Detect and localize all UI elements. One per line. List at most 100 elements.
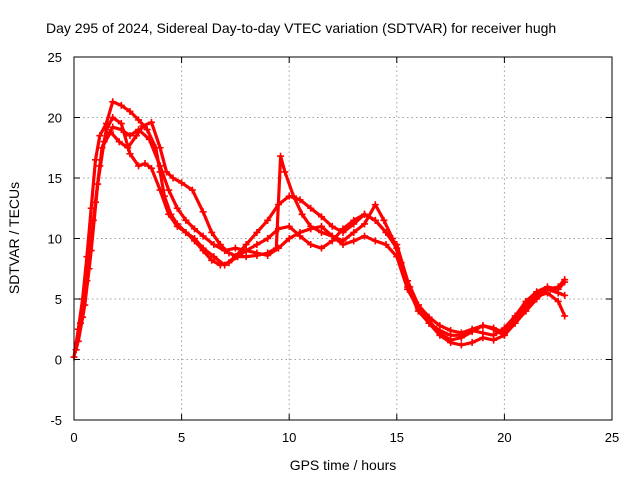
- data-point: [156, 144, 164, 152]
- chart-title: Day 295 of 2024, Sidereal Day-to-day VTE…: [46, 20, 556, 36]
- data-point: [96, 132, 104, 140]
- data-point: [328, 222, 336, 230]
- data-point: [339, 237, 347, 245]
- data-point: [225, 259, 233, 267]
- x-tick-label: 5: [178, 430, 185, 445]
- y-tick-label: 20: [48, 111, 62, 126]
- data-point: [210, 241, 218, 249]
- data-point: [231, 244, 239, 252]
- data-point: [397, 259, 405, 267]
- data-point: [371, 216, 379, 224]
- x-tick-label: 20: [497, 430, 511, 445]
- data-point: [371, 201, 379, 209]
- data-point: [169, 174, 177, 182]
- data-point: [208, 228, 216, 236]
- data-point: [264, 249, 272, 257]
- series-pass-2: [74, 123, 569, 349]
- axis-ticks: 0 5 10 15 20 25 -5 0 5 10 15 20 25: [48, 50, 620, 445]
- data-series: [70, 98, 569, 361]
- data-point: [457, 329, 465, 337]
- data-point: [210, 253, 218, 261]
- data-point: [350, 228, 358, 236]
- data-point: [468, 325, 476, 333]
- data-point: [317, 222, 325, 230]
- data-point: [406, 283, 414, 291]
- data-point: [216, 261, 224, 269]
- data-point: [285, 222, 293, 230]
- data-point: [98, 144, 106, 152]
- data-point: [554, 283, 562, 291]
- x-tick-label: 0: [70, 430, 77, 445]
- data-point: [135, 116, 143, 124]
- data-point: [117, 101, 125, 109]
- data-point: [92, 198, 100, 206]
- data-point: [139, 122, 147, 130]
- data-point: [253, 228, 261, 236]
- data-point: [317, 213, 325, 221]
- data-point: [234, 253, 242, 261]
- data-point: [500, 329, 508, 337]
- data-point: [296, 196, 304, 204]
- data-point: [328, 232, 336, 240]
- data-point: [109, 98, 117, 106]
- data-point: [561, 291, 569, 299]
- series-pass-4: [72, 118, 569, 354]
- data-point: [143, 126, 151, 134]
- data-point: [141, 159, 149, 167]
- data-point: [388, 235, 396, 242]
- data-point: [208, 256, 216, 264]
- x-tick-label: 10: [282, 430, 296, 445]
- data-point: [199, 232, 207, 240]
- data-point: [371, 237, 379, 245]
- data-point: [191, 237, 199, 245]
- data-point: [543, 285, 551, 293]
- data-point: [479, 329, 487, 337]
- data-point: [468, 339, 476, 347]
- data-point: [277, 152, 285, 160]
- data-point: [317, 228, 325, 236]
- data-point: [436, 322, 444, 330]
- data-point: [307, 204, 315, 212]
- data-point: [350, 237, 358, 245]
- data-point: [182, 216, 190, 224]
- data-point: [124, 144, 132, 152]
- y-tick-label: 0: [55, 353, 62, 368]
- data-point: [264, 216, 272, 224]
- data-point: [361, 210, 369, 218]
- data-point: [253, 241, 261, 249]
- data-point: [199, 247, 207, 255]
- data-point: [156, 162, 164, 170]
- data-point: [85, 265, 93, 273]
- data-point: [242, 253, 250, 261]
- data-point: [339, 225, 347, 233]
- data-point: [307, 241, 315, 249]
- y-tick-label: 10: [48, 232, 62, 247]
- data-point: [317, 244, 325, 252]
- y-tick-label: 15: [48, 171, 62, 186]
- data-point: [307, 222, 315, 230]
- data-point: [457, 341, 465, 349]
- data-point: [165, 210, 173, 218]
- data-point: [554, 297, 562, 305]
- data-point: [414, 307, 422, 315]
- data-point: [490, 331, 498, 339]
- data-point: [561, 312, 569, 320]
- data-point: [163, 168, 171, 176]
- data-point: [296, 232, 304, 240]
- series-trace: [78, 115, 567, 337]
- data-point: [511, 314, 519, 322]
- data-point: [135, 162, 143, 170]
- data-point: [479, 322, 487, 330]
- data-point: [107, 128, 115, 136]
- y-tick-label: -5: [50, 413, 62, 428]
- data-point: [126, 132, 134, 140]
- series-trace: [76, 125, 567, 347]
- x-axis-label: GPS time / hours: [290, 457, 397, 473]
- data-point: [272, 244, 280, 252]
- data-point: [425, 319, 433, 327]
- data-point: [242, 247, 250, 255]
- x-tick-label: 25: [605, 430, 619, 445]
- data-point: [178, 179, 186, 187]
